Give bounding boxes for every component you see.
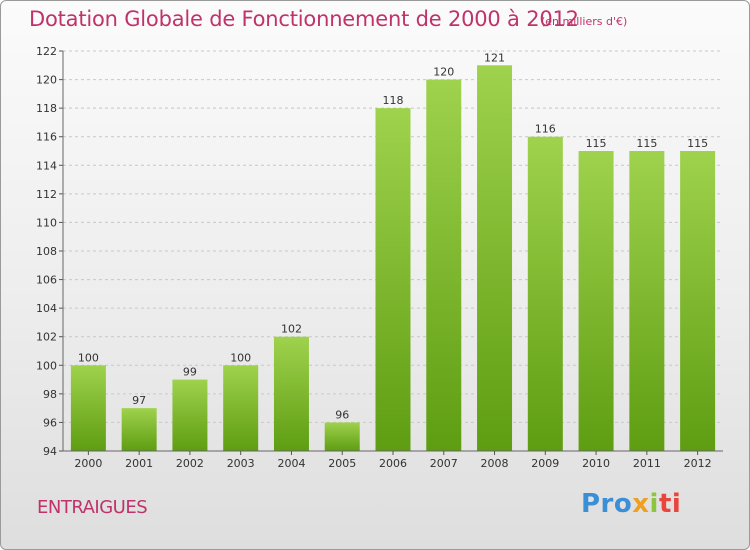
y-tick-label: 120 [36, 74, 57, 87]
bar-2005 [324, 422, 360, 451]
y-tick-label: 106 [36, 274, 57, 287]
proxiti-logo[interactable]: Proxiti [581, 489, 681, 519]
y-tick-label: 114 [36, 159, 57, 172]
bar-value-label: 115 [687, 137, 708, 150]
bar-value-label: 97 [132, 394, 146, 407]
bar-value-label: 118 [383, 94, 404, 107]
bar-value-label: 115 [586, 137, 607, 150]
y-tick-label: 98 [43, 388, 57, 401]
y-tick-label: 102 [36, 331, 57, 344]
bar-2000 [70, 365, 106, 451]
chart-title: Dotation Globale de Fonctionnement de 20… [29, 7, 579, 31]
logo-part-3: i [649, 489, 659, 519]
x-tick-label: 2012 [684, 457, 712, 470]
bar-value-label: 116 [535, 123, 556, 136]
bar-2003 [223, 365, 259, 451]
x-tick-label: 2009 [531, 457, 559, 470]
y-tick-label: 112 [36, 188, 57, 201]
y-tick-label: 94 [43, 445, 57, 458]
logo-part-4: ti [658, 489, 682, 519]
y-tick-label: 104 [36, 302, 57, 315]
bar-2008 [477, 65, 513, 452]
chart-unit: (en milliers d'€) [541, 15, 628, 28]
bar-2007 [426, 79, 462, 452]
x-tick-label: 2007 [430, 457, 458, 470]
commune-name: ENTRAIGUES [37, 497, 148, 518]
bar-2011 [629, 151, 665, 451]
bar-value-label: 100 [78, 351, 99, 364]
bar-2004 [273, 336, 309, 451]
y-tick-label: 96 [43, 416, 57, 429]
bar-2009 [527, 136, 563, 451]
y-tick-label: 122 [36, 45, 57, 58]
bar-2001 [121, 408, 157, 451]
y-tick-label: 100 [36, 359, 57, 372]
bar-value-label: 102 [281, 323, 302, 336]
bar-value-label: 99 [183, 366, 197, 379]
x-tick-label: 2010 [582, 457, 610, 470]
bar-2006 [375, 108, 411, 452]
x-tick-label: 2003 [227, 457, 255, 470]
y-tick-label: 116 [36, 131, 57, 144]
y-tick-label: 110 [36, 216, 57, 229]
bar-value-label: 121 [484, 51, 505, 64]
bar-2012 [680, 151, 716, 451]
x-tick-label: 2011 [633, 457, 661, 470]
bar-value-label: 100 [230, 351, 251, 364]
bar-2002 [172, 379, 208, 451]
bars: 100 97 99 100 102 96 118 120 121 116 115 115 115 [70, 51, 716, 452]
x-tick-label: 2000 [74, 457, 102, 470]
x-tick-label: 2006 [379, 457, 407, 470]
x-tick-label: 2008 [481, 457, 509, 470]
x-tick-label: 2002 [176, 457, 204, 470]
y-tick-label: 118 [36, 102, 57, 115]
bar-2010 [578, 151, 614, 451]
logo-part-2: x [632, 489, 650, 519]
x-tick-label: 2001 [125, 457, 153, 470]
y-tick-label: 108 [36, 245, 57, 258]
x-tick-label: 2004 [277, 457, 305, 470]
bar-value-label: 115 [636, 137, 657, 150]
bar-value-label: 120 [433, 66, 454, 79]
logo-part-1: Pro [581, 489, 633, 519]
x-tick-label: 2005 [328, 457, 356, 470]
bar-value-label: 96 [335, 408, 349, 421]
axes: 9496981001021041061081101121141161181201… [36, 45, 723, 470]
